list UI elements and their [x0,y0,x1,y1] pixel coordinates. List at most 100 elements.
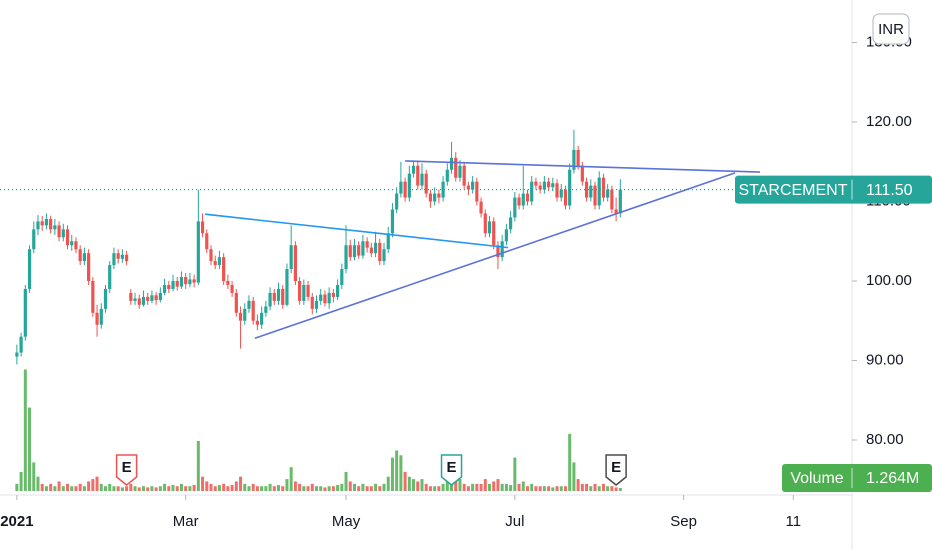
candle-body [504,229,508,242]
volume-bar [230,485,234,491]
y-tick-label: 90.00 [866,351,904,368]
candle-body [390,209,395,234]
volume-bar [378,486,382,491]
candle-body [433,193,437,202]
volume-bar [99,483,103,491]
volume-bar [538,486,542,491]
volume-bar [509,485,513,491]
volume-bar [95,476,99,491]
candle-body [551,183,555,188]
candle-body [496,245,500,258]
symbol-label: STARCEMENT [738,182,847,199]
volume-bar [365,486,369,491]
candle-body [319,294,323,301]
volume-bar [420,479,424,491]
candle-body [416,165,420,186]
volume-bar [239,476,243,491]
volume-bar [479,483,483,491]
volume-bar [471,483,475,491]
volume-bar [247,486,251,491]
volume-bar [61,486,65,491]
candle-body [162,284,167,293]
candle-body [378,242,382,262]
candle-body [314,300,319,309]
candle-body [568,169,572,206]
x-tick-label: Sep [670,513,697,530]
candle-body [268,292,272,307]
volume-bar [260,486,264,491]
volume-bar [255,486,259,491]
volume-bar [500,483,504,491]
volume-tag-bg [782,464,932,492]
earnings-marker[interactable]: E [440,454,463,486]
candle-body [137,298,141,305]
volume-bar [209,483,213,491]
volume-bar [412,479,416,491]
candle-body [222,257,226,282]
volume-bar [66,483,70,491]
volume-bar [390,457,394,491]
volume-bar [213,486,217,491]
earnings-marker[interactable]: E [605,454,627,486]
candle-body [158,292,162,301]
volume-bar [146,487,150,491]
candle-body [521,193,525,206]
candle-body [61,229,65,238]
volume-bar [264,486,268,491]
candle-body [238,312,243,321]
y-tick-label: 100.00 [866,272,912,289]
volume-bar [150,486,154,491]
volume-bar [344,471,348,491]
candle-body [179,277,184,287]
volume-bar [492,481,496,491]
candle-body [500,241,504,258]
volume-bar [167,486,171,491]
candle-body [420,173,424,186]
candle-body [264,306,268,313]
candle-body [323,294,327,304]
candle-body [120,254,124,259]
volume-bar [272,486,276,491]
candle-body [133,298,137,301]
volume-bar [285,479,289,491]
volume-bar [141,486,145,491]
volume-bar [175,486,179,491]
candle-body [395,193,399,210]
candle-body [217,257,222,266]
volume-bar [53,486,57,491]
candle-body [525,193,530,202]
volume-bar [302,486,306,491]
volume-bar [340,483,344,491]
volume-bar [475,483,479,491]
volume-bar [323,487,327,491]
candle-body [428,193,433,202]
currency-label[interactable]: INR [878,21,904,38]
candle-body [424,173,428,194]
candle-body [572,149,576,170]
trend-line [405,160,761,173]
candle-body [213,261,217,266]
currency-button-bg[interactable] [872,13,910,45]
candle-body [614,209,618,214]
candle-body [188,279,192,285]
candle-body [40,221,44,226]
earnings-marker[interactable]: E [115,454,138,486]
volume-bar [618,487,622,491]
candle-body [289,245,293,270]
volume-bar [555,486,559,491]
trend-line [205,213,509,249]
x-tick-label: 11 [786,513,802,530]
candle-body [555,183,559,198]
earnings-badge [440,454,463,486]
candle-body [36,221,40,230]
candle-body [108,265,112,289]
candle-body [91,281,95,313]
volume-bar [40,483,44,491]
candle-body [154,295,158,301]
candle-body [475,181,479,202]
volume-bar [188,486,192,491]
candle-body [458,165,462,178]
volume-bar [15,483,19,491]
volume-bar [103,486,107,491]
currency-button[interactable]: INR [872,13,910,45]
